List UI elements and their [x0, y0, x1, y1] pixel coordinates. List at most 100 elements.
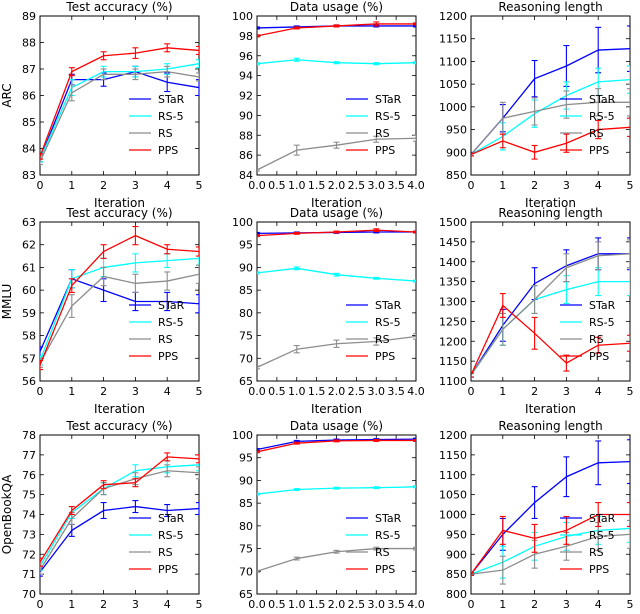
y-tick-label: 1050 — [439, 78, 467, 91]
y-tick-label: 85 — [239, 497, 253, 510]
legend-label: RS-5 — [158, 316, 184, 329]
series-line-star — [471, 460, 630, 575]
x-tick-label: 0.0 — [248, 385, 266, 398]
x-axis-label: Iteration — [94, 196, 145, 210]
legend-label: PPS — [158, 350, 178, 363]
row-label: ARC — [0, 83, 14, 107]
y-tick-label: 850 — [446, 568, 467, 581]
subplot-title: Data usage (%) — [290, 0, 383, 14]
x-tick-label: 0 — [468, 598, 475, 611]
legend: STaR RS-5 RS PPS — [129, 299, 185, 363]
y-tick-label: 1150 — [439, 355, 467, 368]
y-tick-label: 86 — [239, 149, 253, 162]
legend-label: PPS — [375, 350, 395, 363]
x-tick-label: 1 — [68, 385, 75, 398]
y-tick-label: 71 — [22, 568, 36, 581]
x-axis-label: Iteration — [94, 402, 145, 416]
series-group — [40, 225, 199, 371]
subplot-2-1: 0 1 2 3 4 5 56 57 58 59 60 61 62 63 Test accuracy (%) I… — [22, 206, 203, 416]
x-tick-label: 2 — [531, 598, 538, 611]
plot-frame — [39, 434, 200, 595]
legend-label: RS-5 — [375, 529, 401, 542]
y-tick-label: 98 — [239, 30, 253, 43]
legend: STaR RS-5 RS PPS — [560, 299, 616, 363]
legend-label: RS — [158, 546, 173, 559]
y-tick-label: 80 — [239, 307, 253, 320]
y-tick-label: 86 — [22, 90, 36, 103]
subplot-title: Reasoning length — [498, 206, 602, 220]
y-tick-label: 100 — [232, 10, 253, 23]
y-tick-label: 95 — [239, 452, 253, 465]
legend-label: STaR — [589, 93, 616, 106]
series-line-pps — [40, 234, 199, 366]
legend-label: RS-5 — [375, 316, 401, 329]
x-tick-label: 2.5 — [348, 598, 366, 611]
y-tick-label: 84 — [239, 169, 253, 182]
legend-label: STaR — [158, 299, 185, 312]
legend-label: RS — [589, 333, 604, 346]
subplot-title: Reasoning length — [498, 419, 602, 433]
plot-frame — [470, 15, 631, 176]
series-group — [257, 437, 416, 573]
y-tick-label: 65 — [239, 588, 253, 601]
legend-label: PPS — [158, 144, 178, 157]
y-tick-label: 96 — [239, 50, 253, 63]
series-line-rs-5 — [471, 78, 630, 156]
y-tick-label: 85 — [22, 116, 36, 129]
series-line-pps — [40, 456, 199, 563]
series-line-star — [40, 70, 199, 160]
x-tick-label: 1.0 — [288, 598, 306, 611]
series-group — [40, 452, 199, 577]
x-tick-label: 1 — [499, 598, 506, 611]
subplot-3-3: 0 1 2 3 4 5 800 850 900 950 1000 1050 1100 1150 1200 Re… — [439, 419, 634, 611]
y-tick-label: 75 — [239, 543, 253, 556]
y-tick-label: 1200 — [439, 429, 467, 442]
x-axis-label: Iteration — [525, 402, 576, 416]
y-tick-label: 77 — [22, 449, 36, 462]
y-tick-label: 900 — [446, 548, 467, 561]
y-tick-label: 800 — [446, 588, 467, 601]
legend-label: PPS — [158, 563, 178, 576]
y-tick-label: 94 — [239, 70, 253, 83]
legend-label: PPS — [589, 144, 609, 157]
y-tick-label: 72 — [22, 548, 36, 561]
y-tick-label: 1300 — [439, 296, 467, 309]
y-tick-label: 1350 — [439, 276, 467, 289]
x-tick-label: 5 — [627, 598, 634, 611]
x-tick-label: 3 — [132, 598, 139, 611]
y-tick-label: 80 — [239, 520, 253, 533]
series-group — [40, 43, 199, 165]
plot-frame — [39, 15, 200, 176]
x-tick-label: 1 — [499, 385, 506, 398]
x-tick-label: 2.0 — [328, 385, 346, 398]
x-tick-label: 3.0 — [368, 385, 386, 398]
y-tick-label: 88 — [22, 37, 36, 50]
y-tick-label: 1400 — [439, 256, 467, 269]
series-line-rs-5 — [471, 527, 630, 575]
x-tick-label: 1.0 — [288, 385, 306, 398]
y-tick-label: 90 — [239, 109, 253, 122]
series-group — [471, 25, 630, 160]
subplot-1-3: 0 1 2 3 4 5 850 900 950 1000 1050 1100 1150 1200 Reaso… — [439, 0, 634, 210]
y-tick-label: 63 — [22, 216, 36, 229]
y-tick-label: 84 — [22, 143, 36, 156]
x-tick-label: 2.5 — [348, 179, 366, 192]
legend-label: RS — [375, 127, 390, 140]
series-line-pps — [471, 304, 630, 376]
x-tick-label: 4 — [164, 598, 171, 611]
x-tick-label: 0 — [468, 179, 475, 192]
x-tick-label: 4 — [595, 179, 602, 192]
y-tick-label: 850 — [446, 169, 467, 182]
x-tick-label: 4 — [595, 385, 602, 398]
y-tick-label: 73 — [22, 528, 36, 541]
y-tick-label: 76 — [22, 469, 36, 482]
x-tick-label: 3.0 — [368, 598, 386, 611]
y-tick-label: 1000 — [439, 101, 467, 114]
subplot-3-1: 0 1 2 3 4 5 70 71 72 73 74 75 76 77 78 Test accuracy (%… — [22, 419, 203, 611]
y-tick-label: 950 — [446, 124, 467, 137]
x-tick-label: 4.0 — [407, 598, 425, 611]
y-tick-label: 1250 — [439, 315, 467, 328]
subplot-title: Data usage (%) — [290, 206, 383, 220]
series-group — [471, 237, 630, 378]
legend-label: STaR — [158, 512, 185, 525]
